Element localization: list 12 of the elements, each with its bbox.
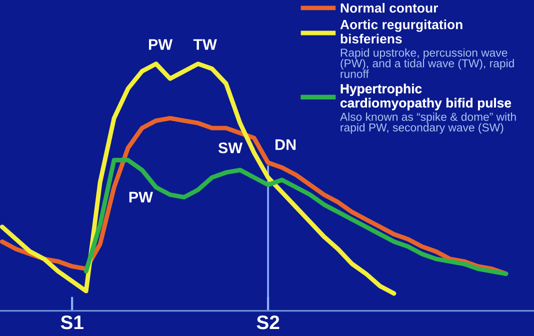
annotation: SW: [218, 142, 243, 154]
annotation: PW: [129, 192, 153, 202]
legend-label: Hypertrophic cardiomyopathy bifid pulse: [340, 84, 512, 110]
legend-label: Normal contour: [340, 3, 438, 13]
x-tick-label: S2: [256, 315, 280, 330]
annotation: PW: [148, 39, 173, 50]
annotation: Rapid upstroke, percussion wave (PW), and a tidal wave (TW), rapid runoff: [340, 48, 514, 78]
annotation: DN: [276, 139, 296, 150]
x-tick-label: S1: [60, 315, 84, 330]
annotation: Also known as “spike & dome” with rapid PW, secondary wave (SW): [340, 112, 516, 134]
legend-label: Aortic regurgitation bisferiens: [340, 20, 462, 44]
annotation: TW: [193, 39, 217, 50]
